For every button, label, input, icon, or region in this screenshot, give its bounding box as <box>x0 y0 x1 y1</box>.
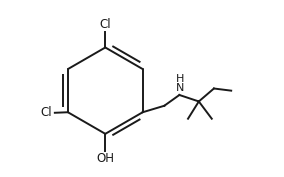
Text: OH: OH <box>96 152 114 165</box>
Text: Cl: Cl <box>40 106 52 119</box>
Text: H
N: H N <box>176 74 185 93</box>
Text: Cl: Cl <box>99 18 111 31</box>
